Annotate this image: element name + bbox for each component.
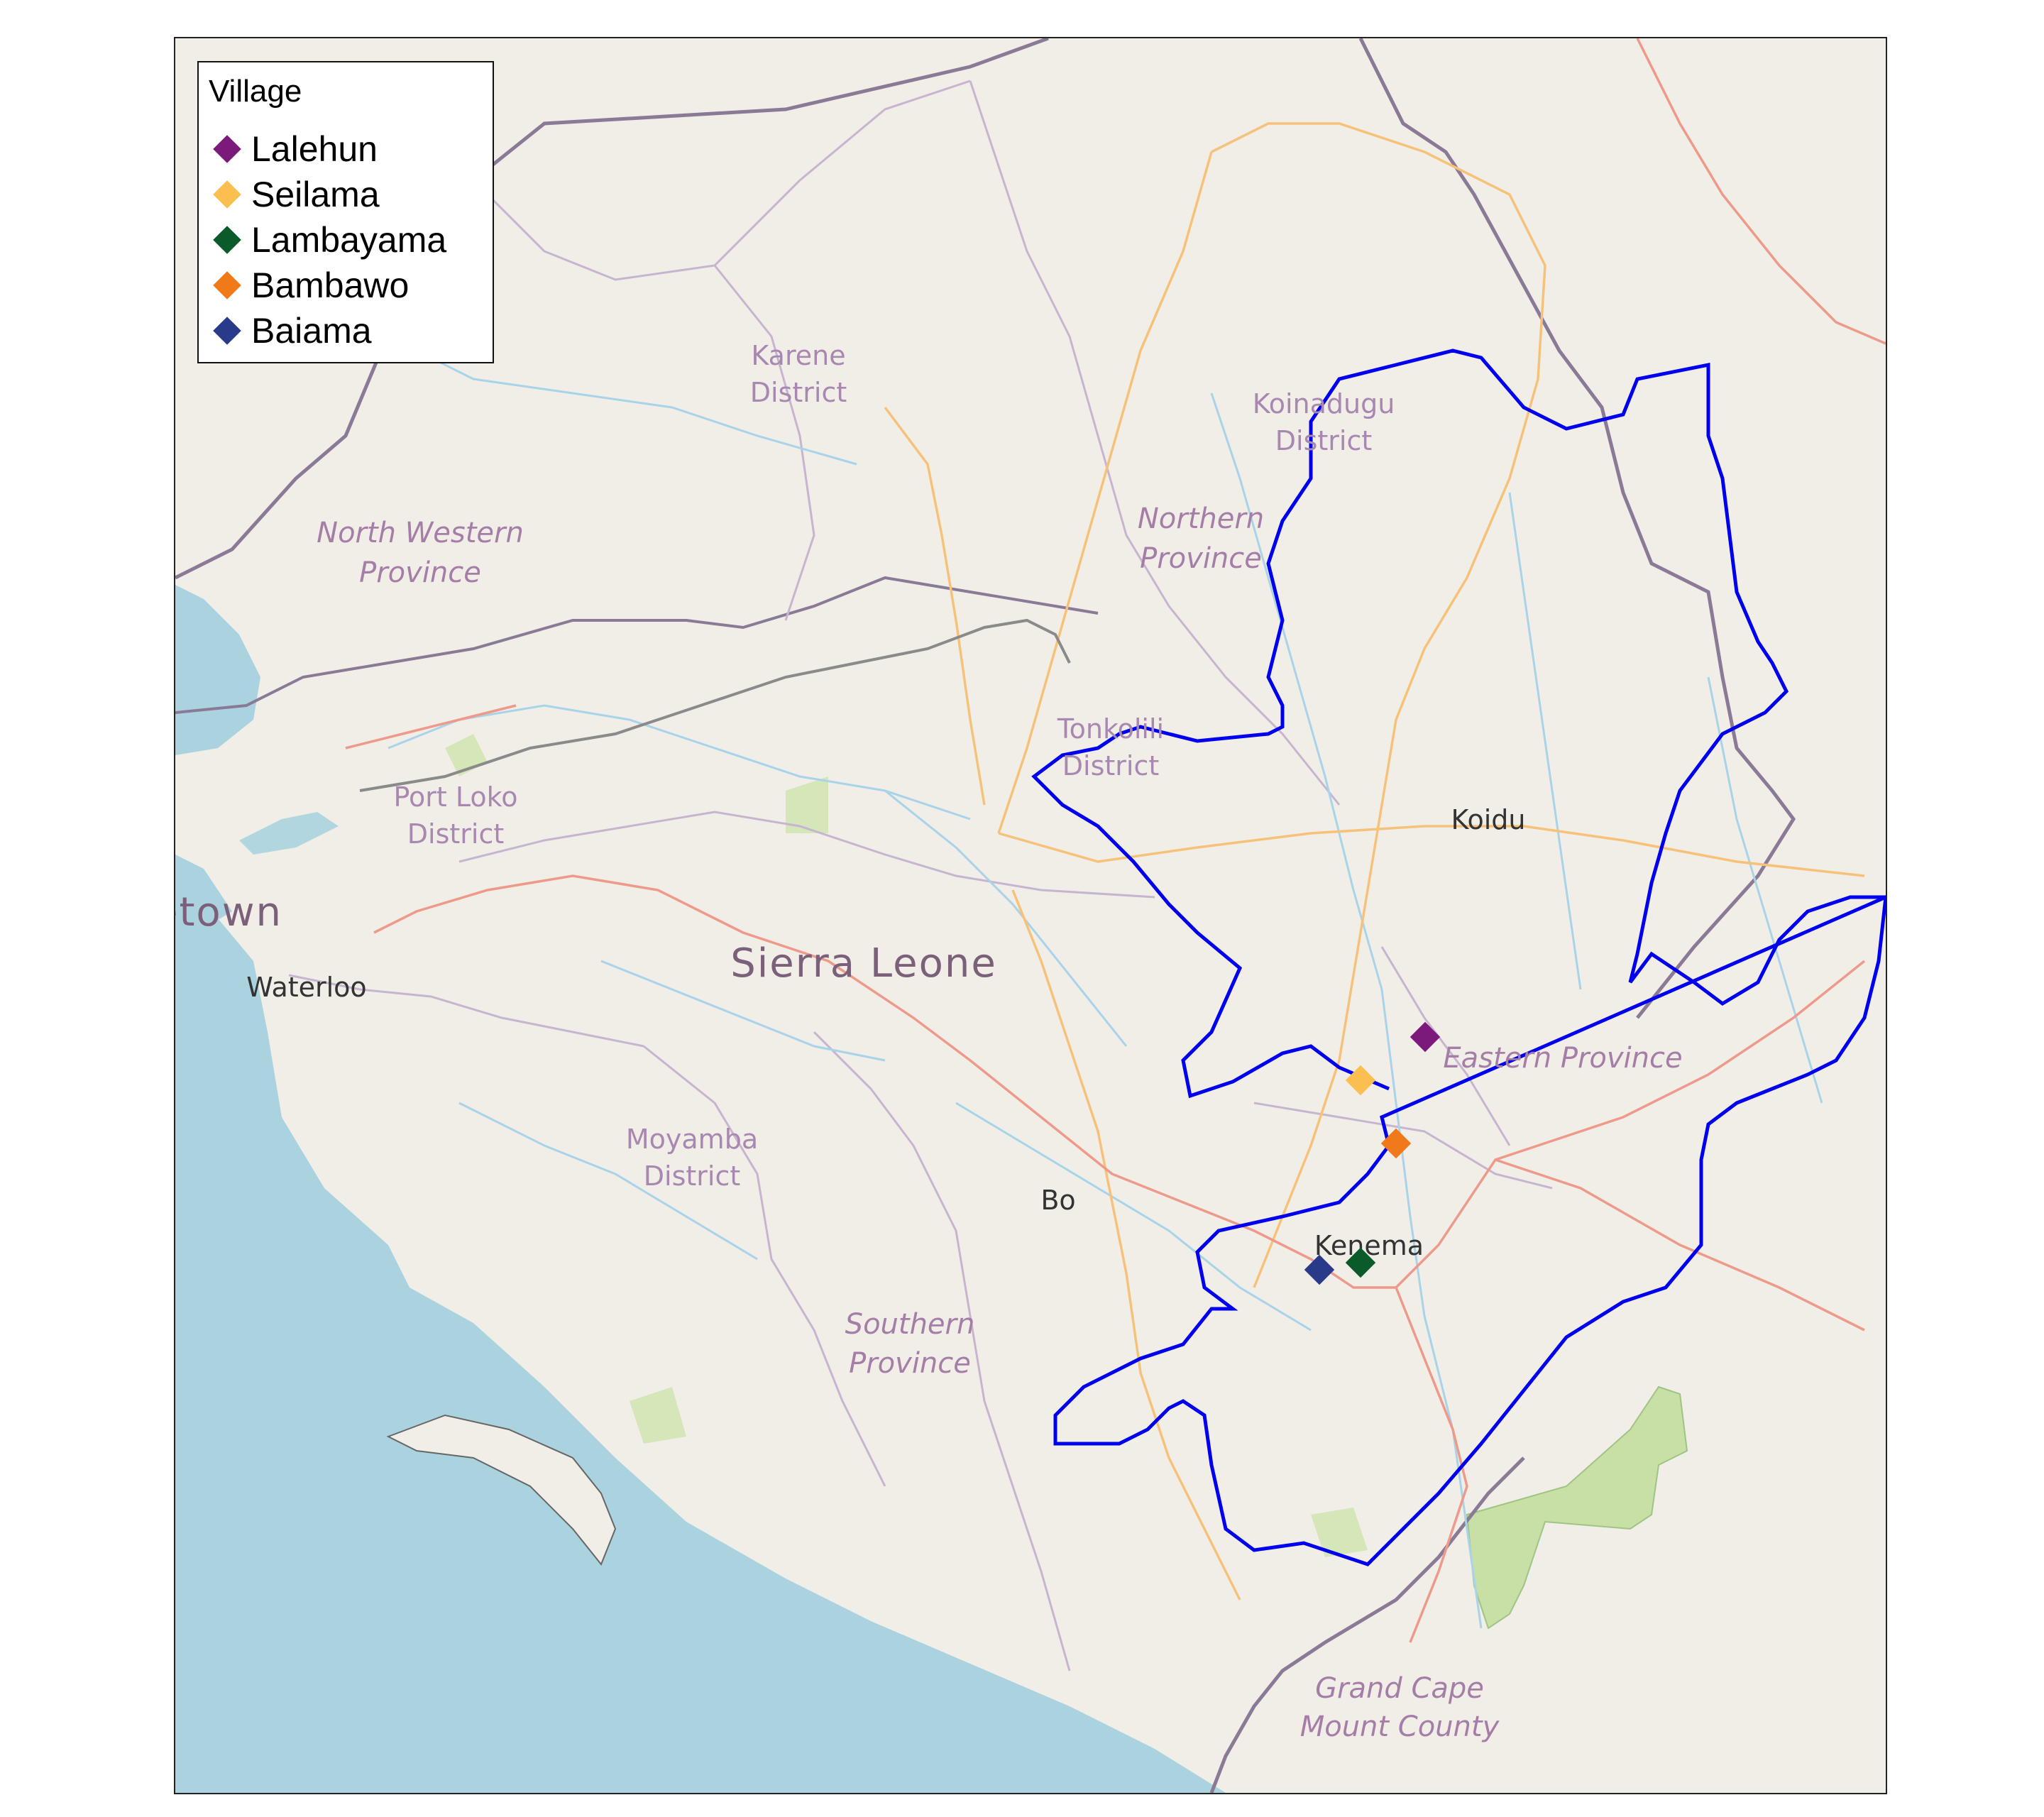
district-boundaries: [288, 79, 1553, 1671]
label-tonkolili-1: Tonkolili: [1057, 713, 1164, 745]
marker-baiama[interactable]: [1304, 1254, 1335, 1285]
marker-bambawo[interactable]: [1380, 1128, 1412, 1159]
legend-item-seilama[interactable]: Seilama: [210, 173, 380, 216]
legend-label: Seilama: [251, 175, 380, 214]
diamond-icon: [213, 271, 241, 300]
label-moyamba-2: District: [644, 1160, 741, 1192]
basemap[interactable]: North Western Province Northern Province…: [175, 38, 1886, 1793]
legend-label: Bambawo: [251, 265, 410, 305]
label-koinadugu-1: Koinadugu: [1253, 388, 1395, 419]
eastern-province-outline: [1031, 348, 1886, 1566]
park-gola: [1466, 1385, 1688, 1630]
diamond-icon: [213, 180, 241, 209]
diamond-icon: [213, 135, 241, 163]
label-bo: Bo: [1040, 1185, 1075, 1216]
label-koidu: Koidu: [1451, 804, 1525, 835]
legend: Village Lalehun Seilama Lambayama Bambaw…: [197, 61, 494, 363]
label-karene-1: Karene: [751, 340, 845, 371]
ocean: [175, 918, 1226, 1793]
diamond-icon: [213, 226, 241, 254]
legend-label: Baiama: [251, 311, 372, 351]
park-small-2: [786, 776, 828, 833]
label-northern-2: Province: [1140, 542, 1262, 575]
marker-seilama[interactable]: [1345, 1065, 1376, 1096]
label-north-western-2: Province: [359, 556, 481, 589]
label-kenema: Kenema: [1314, 1230, 1424, 1261]
village-markers: [1304, 1021, 1441, 1285]
label-northern-1: Northern: [1138, 503, 1264, 535]
label-southern-2: Province: [849, 1347, 971, 1380]
bay: [175, 585, 260, 755]
label-moyamba-1: Moyamba: [626, 1124, 758, 1155]
estuary: [239, 812, 339, 855]
legend-label: Lambayama: [251, 220, 447, 260]
label-country: Sierra Leone: [730, 940, 997, 987]
peninsula-coast: [175, 855, 232, 933]
legend-item-baiama[interactable]: Baiama: [210, 309, 372, 352]
legend-item-lambayama[interactable]: Lambayama: [210, 219, 446, 261]
legend-label: Lalehun: [251, 129, 378, 169]
label-southern-1: Southern: [845, 1308, 975, 1341]
diamond-icon: [213, 317, 241, 345]
label-koinadugu-2: District: [1275, 425, 1373, 456]
sherbro-island: [386, 1414, 617, 1566]
country-border-n: [175, 576, 1099, 714]
legend-item-bambawo[interactable]: Bambawo: [210, 264, 409, 307]
label-portloko-1: Port Loko: [393, 781, 517, 813]
park-small-4: [630, 1387, 686, 1444]
marker-lambayama[interactable]: [1345, 1247, 1376, 1278]
label-freetown: etown: [175, 889, 282, 935]
label-tonkolili-2: District: [1062, 750, 1160, 781]
label-gcm-1: Grand Cape: [1315, 1672, 1484, 1705]
label-eastern-province: Eastern Province: [1443, 1042, 1682, 1075]
park-small-3: [1311, 1508, 1368, 1557]
label-karene-2: District: [750, 377, 847, 408]
marker-lalehun[interactable]: [1410, 1021, 1441, 1053]
label-north-western-1: North Western: [317, 517, 524, 549]
label-gcm-2: Mount County: [1300, 1711, 1500, 1743]
legend-item-lalehun[interactable]: Lalehun: [210, 128, 378, 170]
legend-title: Village: [209, 74, 302, 109]
label-portloko-2: District: [407, 818, 505, 850]
label-waterloo: Waterloo: [246, 972, 366, 1003]
